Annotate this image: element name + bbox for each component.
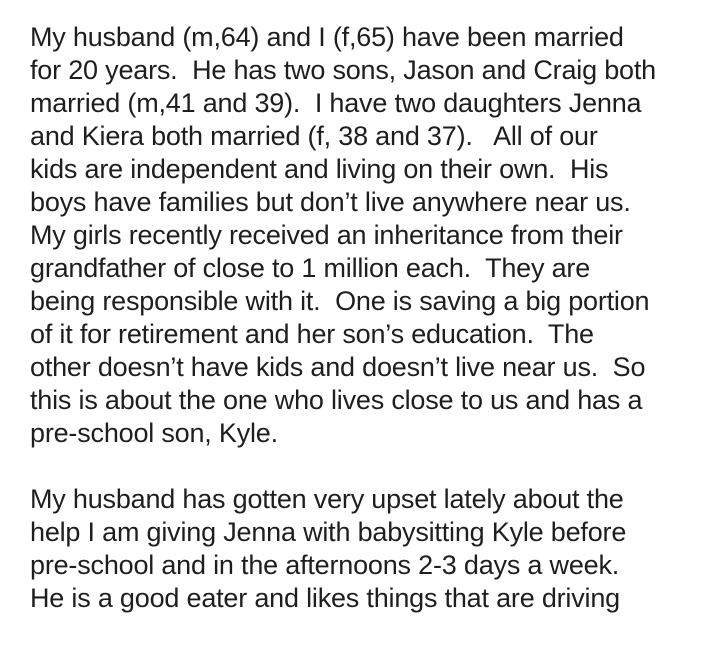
text-line: help I am giving Jenna with babysitting … <box>30 517 627 547</box>
paragraph-intro: My husband (m,64) and I (f,65) have been… <box>30 21 702 450</box>
text-line: married (m,41 and 39). I have two daught… <box>30 88 642 118</box>
text-line: this is about the one who lives close to… <box>30 385 643 415</box>
text-line: and Kiera both married (f, 38 and 37). A… <box>30 121 598 151</box>
text-line: grandfather of close to 1 million each. … <box>30 253 591 283</box>
text-line: boys have families but don’t live anywhe… <box>30 187 631 217</box>
text-line: for 20 years. He has two sons, Jason and… <box>30 55 656 85</box>
text-line: He is a good eater and likes things that… <box>30 583 620 613</box>
text-line: other doesn’t have kids and doesn’t live… <box>30 352 646 382</box>
post-body: My husband (m,64) and I (f,65) have been… <box>30 21 702 648</box>
text-line: My husband (m,64) and I (f,65) have been… <box>30 22 624 52</box>
text-line: pre-school and in the afternoons 2-3 day… <box>30 550 620 580</box>
text-line: being responsible with it. One is saving… <box>30 286 650 316</box>
text-line: My husband has gotten very upset lately … <box>30 484 624 514</box>
paragraph-babysitting: My husband has gotten very upset lately … <box>30 483 702 615</box>
text-line: My girls recently received an inheritanc… <box>30 220 623 250</box>
text-line: kids are independent and living on their… <box>30 154 609 184</box>
text-line: pre-school son, Kyle. <box>30 418 278 448</box>
text-line: of it for retirement and her son’s educa… <box>30 319 594 349</box>
